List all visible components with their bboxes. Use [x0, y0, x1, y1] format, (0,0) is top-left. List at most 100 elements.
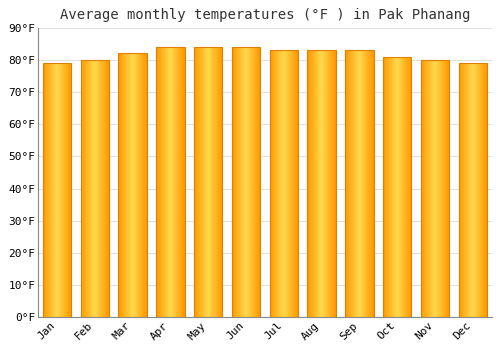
Bar [402, 57, 403, 317]
Bar [128, 54, 129, 317]
Bar [464, 63, 465, 317]
Bar [346, 50, 347, 317]
Bar [333, 50, 334, 317]
Bar [407, 57, 408, 317]
Bar [66, 63, 67, 317]
Bar [172, 47, 173, 317]
Bar [170, 47, 171, 317]
Bar [183, 47, 184, 317]
Bar [347, 50, 348, 317]
Bar [235, 47, 236, 317]
Bar [458, 63, 487, 317]
Bar [97, 60, 98, 317]
Bar [54, 63, 56, 317]
Bar [249, 47, 250, 317]
Bar [293, 50, 294, 317]
Bar [309, 50, 310, 317]
Bar [326, 50, 328, 317]
Bar [311, 50, 312, 317]
Bar [483, 63, 484, 317]
Bar [434, 60, 435, 317]
Bar [166, 47, 167, 317]
Bar [468, 63, 469, 317]
Bar [256, 47, 257, 317]
Bar [330, 50, 331, 317]
Bar [126, 54, 127, 317]
Bar [205, 47, 206, 317]
Bar [86, 60, 87, 317]
Bar [335, 50, 336, 317]
Bar [130, 54, 131, 317]
Bar [398, 57, 399, 317]
Bar [46, 63, 47, 317]
Bar [93, 60, 94, 317]
Bar [369, 50, 370, 317]
Bar [278, 50, 280, 317]
Bar [273, 50, 274, 317]
Bar [81, 60, 82, 317]
Bar [92, 60, 93, 317]
Bar [239, 47, 240, 317]
Bar [334, 50, 335, 317]
Bar [484, 63, 485, 317]
Bar [329, 50, 330, 317]
Bar [119, 54, 120, 317]
Bar [244, 47, 245, 317]
Bar [127, 54, 128, 317]
Bar [357, 50, 358, 317]
Bar [159, 47, 160, 317]
Bar [246, 47, 247, 317]
Bar [270, 50, 272, 317]
Bar [254, 47, 255, 317]
Bar [442, 60, 443, 317]
Bar [290, 50, 291, 317]
Bar [358, 50, 359, 317]
Bar [365, 50, 366, 317]
Bar [292, 50, 293, 317]
Bar [316, 50, 317, 317]
Bar [368, 50, 369, 317]
Bar [480, 63, 482, 317]
Bar [387, 57, 388, 317]
Bar [232, 47, 260, 317]
Bar [345, 50, 346, 317]
Bar [118, 54, 147, 317]
Bar [479, 63, 480, 317]
Bar [317, 50, 318, 317]
Bar [194, 47, 222, 317]
Bar [99, 60, 100, 317]
Bar [386, 57, 387, 317]
Bar [472, 63, 473, 317]
Bar [80, 60, 109, 317]
Bar [173, 47, 174, 317]
Bar [391, 57, 392, 317]
Bar [164, 47, 166, 317]
Bar [212, 47, 214, 317]
Bar [120, 54, 122, 317]
Bar [208, 47, 209, 317]
Bar [138, 54, 139, 317]
Bar [236, 47, 237, 317]
Bar [248, 47, 249, 317]
Bar [397, 57, 398, 317]
Bar [83, 60, 84, 317]
Bar [84, 60, 85, 317]
Bar [478, 63, 479, 317]
Bar [428, 60, 430, 317]
Bar [345, 50, 374, 317]
Bar [258, 47, 259, 317]
Bar [422, 60, 423, 317]
Bar [328, 50, 329, 317]
Bar [50, 63, 51, 317]
Bar [177, 47, 178, 317]
Bar [408, 57, 409, 317]
Bar [242, 47, 243, 317]
Bar [395, 57, 396, 317]
Bar [277, 50, 278, 317]
Bar [352, 50, 353, 317]
Bar [63, 63, 64, 317]
Bar [384, 57, 386, 317]
Bar [285, 50, 286, 317]
Bar [51, 63, 52, 317]
Bar [156, 47, 184, 317]
